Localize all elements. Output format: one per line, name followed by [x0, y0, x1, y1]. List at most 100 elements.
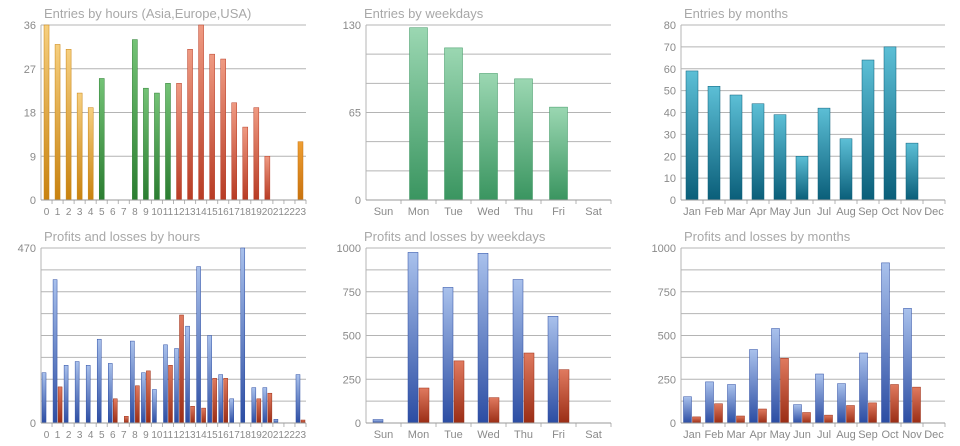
chart-profits-losses-by-months: Profits and losses by months 0 250 500 750 1…: [652, 229, 946, 441]
bar-profits: [372, 419, 384, 424]
bar-losses: [267, 392, 273, 424]
x-tick-label: 14: [196, 430, 208, 441]
bar-profits: [727, 384, 736, 424]
y-tick-label: 500: [658, 331, 676, 343]
x-tick-label: 14: [196, 207, 208, 218]
x-tick-label: May: [770, 206, 791, 218]
bar: [729, 94, 743, 201]
bar: [198, 24, 204, 201]
bar: [479, 73, 498, 201]
y-tick-label: 0: [670, 195, 676, 207]
x-tick-label: 22: [284, 430, 296, 441]
y-tick-label: 1000: [337, 243, 361, 255]
x-tick-label: Fri: [552, 206, 565, 218]
y-tick-label: 750: [343, 287, 361, 299]
bar: [132, 39, 138, 201]
y-tick-label: 750: [658, 287, 676, 299]
y-tick-label: 18: [24, 108, 36, 120]
bar: [839, 138, 853, 201]
chart-plot-area: 0 250 500 750 1000 Sun Mon Tue Wed Thu Fri Sat: [337, 243, 612, 441]
bar: [76, 92, 83, 201]
bar: [87, 107, 94, 201]
x-tick-label: Thu: [514, 206, 533, 218]
bar-profits: [771, 328, 780, 424]
bar: [98, 78, 105, 201]
x-tick-label: 10: [151, 207, 163, 218]
bar: [861, 59, 875, 201]
x-tick-label: Jan: [683, 429, 701, 441]
bar-profits: [683, 396, 692, 424]
x-tick-label: Jul: [817, 429, 831, 441]
x-tick-label: 0: [44, 430, 50, 441]
bar: [751, 103, 765, 201]
bar: [707, 86, 721, 201]
y-tick-label: 470: [18, 243, 36, 255]
x-tick-label: Jan: [683, 206, 701, 218]
bar: [549, 106, 568, 201]
bar-profits: [163, 344, 168, 424]
bar-losses: [802, 412, 811, 424]
x-tick-label: 2: [66, 430, 72, 441]
bar-profits: [442, 287, 454, 424]
bar: [242, 126, 249, 201]
y-tick-label: 40: [664, 108, 676, 120]
chart-title: Profits and losses by hours: [44, 229, 201, 244]
y-tick-label: 0: [670, 418, 676, 430]
bar-profits: [837, 383, 846, 424]
x-tick-label: Fri: [552, 429, 565, 441]
x-tick-label: 23: [295, 430, 307, 441]
bar-profits: [130, 340, 135, 424]
x-tick-label: 11: [163, 207, 174, 218]
bar-losses: [212, 378, 217, 424]
bar-profits: [41, 372, 47, 424]
bar-losses: [780, 358, 789, 424]
y-tick-label: 0: [355, 418, 361, 430]
x-tick-label: 18: [240, 430, 252, 441]
y-tick-label: 1000: [652, 243, 676, 255]
y-tick-label: 250: [658, 374, 676, 386]
bar: [187, 49, 193, 201]
bar-losses: [453, 360, 465, 424]
bar-losses: [714, 403, 723, 424]
bar-profits: [547, 316, 559, 424]
bar: [773, 114, 787, 201]
x-tick-label: 9: [143, 430, 149, 441]
bar-profits: [240, 247, 246, 424]
x-tick-label: Tue: [444, 206, 463, 218]
x-tick-label: Aug: [836, 206, 856, 218]
bar-losses: [223, 378, 228, 424]
bar-profits: [185, 325, 190, 424]
x-tick-label: 21: [273, 207, 285, 218]
bar-losses: [124, 416, 129, 424]
bar-profits: [218, 374, 223, 424]
bar-losses: [846, 405, 855, 424]
x-tick-label: Oct: [881, 429, 898, 441]
bar: [883, 46, 897, 201]
bar-profits: [108, 363, 113, 424]
bar-losses: [736, 415, 745, 424]
x-tick-label: 13: [185, 430, 197, 441]
x-tick-label: Apr: [749, 429, 766, 441]
x-tick-label: 1: [55, 430, 61, 441]
bar: [209, 53, 215, 201]
bar: [220, 58, 226, 201]
x-tick-label: Nov: [902, 429, 922, 441]
x-tick-label: 15: [207, 430, 219, 441]
x-tick-label: Feb: [705, 206, 724, 218]
x-tick-label: 22: [284, 207, 296, 218]
bar: [444, 47, 463, 201]
bar-losses: [201, 407, 206, 424]
y-tick-label: 50: [664, 86, 676, 98]
x-tick-label: Wed: [477, 429, 499, 441]
x-tick-label: Oct: [881, 206, 898, 218]
bar-losses: [868, 402, 877, 424]
bar: [795, 156, 809, 201]
bar-losses: [824, 414, 833, 424]
chart-title: Profits and losses by weekdays: [364, 229, 546, 244]
x-tick-label: Mon: [408, 429, 429, 441]
bar: [253, 107, 260, 201]
y-tick-label: 130: [343, 20, 361, 32]
bar-profits: [295, 374, 301, 424]
